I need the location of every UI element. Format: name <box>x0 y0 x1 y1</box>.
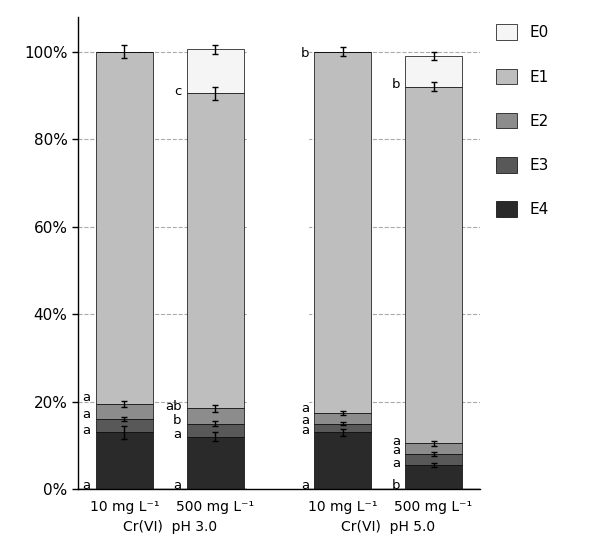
Text: a: a <box>173 479 182 492</box>
Bar <box>406 87 462 443</box>
Bar <box>406 454 462 465</box>
Bar <box>314 413 371 424</box>
Text: a: a <box>301 402 309 415</box>
Text: 10 mg L⁻¹: 10 mg L⁻¹ <box>90 500 159 514</box>
Bar <box>187 93 244 408</box>
Bar <box>406 443 462 454</box>
Text: a: a <box>301 414 309 426</box>
Text: 500 mg L⁻¹: 500 mg L⁻¹ <box>176 500 254 514</box>
Bar <box>406 465 462 489</box>
Bar <box>187 49 244 93</box>
Text: a: a <box>392 456 400 469</box>
Text: a: a <box>83 479 91 492</box>
Bar <box>314 52 371 413</box>
Text: a: a <box>301 424 309 436</box>
Text: b: b <box>173 414 182 426</box>
Text: c: c <box>175 86 182 98</box>
Text: a: a <box>392 435 400 448</box>
Bar <box>96 419 152 433</box>
Bar <box>96 433 152 489</box>
Text: a: a <box>392 444 400 457</box>
Bar <box>96 52 152 404</box>
Text: b: b <box>391 479 400 492</box>
Text: ab: ab <box>165 400 182 413</box>
Legend: E0, E1, E2, E3, E4: E0, E1, E2, E3, E4 <box>496 24 548 217</box>
Bar <box>187 437 244 489</box>
Text: 10 mg L⁻¹: 10 mg L⁻¹ <box>308 500 377 514</box>
Bar <box>187 408 244 424</box>
Text: b: b <box>391 78 400 91</box>
Text: Cr(VI)  pH 5.0: Cr(VI) pH 5.0 <box>341 520 435 534</box>
Text: b: b <box>301 47 309 61</box>
Text: a: a <box>83 409 91 421</box>
Text: a: a <box>83 391 91 404</box>
Text: a: a <box>173 428 182 441</box>
Bar <box>96 404 152 419</box>
Text: a: a <box>301 479 309 492</box>
Text: 500 mg L⁻¹: 500 mg L⁻¹ <box>394 500 473 514</box>
Bar <box>406 56 462 87</box>
Bar <box>314 424 371 433</box>
Bar <box>247 17 308 489</box>
Text: a: a <box>83 424 91 436</box>
Text: Cr(VI)  pH 3.0: Cr(VI) pH 3.0 <box>123 520 217 534</box>
Bar <box>314 433 371 489</box>
Bar <box>187 424 244 437</box>
